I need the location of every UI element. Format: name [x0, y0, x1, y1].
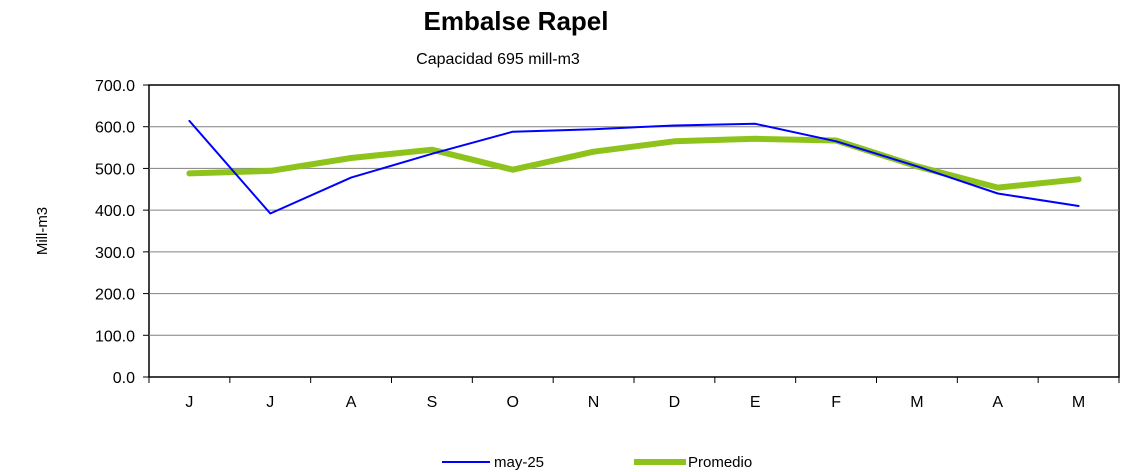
y-tick-label: 700.0	[95, 78, 135, 95]
series-line-1	[188, 119, 1080, 215]
data-series	[186, 119, 1082, 215]
x-tick-label: M	[910, 394, 923, 411]
x-tick-label: F	[831, 394, 841, 411]
y-tick-label: 200.0	[95, 287, 135, 304]
x-tick-label: J	[185, 394, 193, 411]
legend: may-25 Promedio	[442, 454, 752, 471]
y-axis-label: Mill-m3	[34, 207, 51, 255]
x-tick-label: A	[992, 394, 1003, 411]
x-tick-label: S	[427, 394, 438, 411]
legend-label-series-1: may-25	[494, 454, 544, 471]
y-tick-label: 100.0	[95, 328, 135, 345]
legend-label-series-2: Promedio	[688, 454, 752, 471]
x-tick-label: J	[266, 394, 274, 411]
x-tick-label: N	[588, 394, 600, 411]
chart-subtitle: Capacidad 695 mill-m3	[416, 51, 580, 68]
x-tick-label: D	[669, 394, 681, 411]
x-tick-label: O	[507, 394, 519, 411]
y-tick-label: 300.0	[95, 245, 135, 262]
y-tick-label: 0.0	[113, 370, 135, 387]
chart-title: Embalse Rapel	[424, 6, 609, 36]
y-axis-ticks: 0.0 100.0 200.0 300.0 400.0 500.0 600.0 700.0	[95, 78, 149, 387]
plot-area	[148, 84, 1120, 378]
x-tick-label: A	[346, 394, 357, 411]
x-tick-label: M	[1072, 394, 1085, 411]
y-tick-label: 400.0	[95, 203, 135, 220]
y-tick-label: 600.0	[95, 120, 135, 137]
y-tick-label: 500.0	[95, 161, 135, 178]
x-tick-label: E	[750, 394, 761, 411]
